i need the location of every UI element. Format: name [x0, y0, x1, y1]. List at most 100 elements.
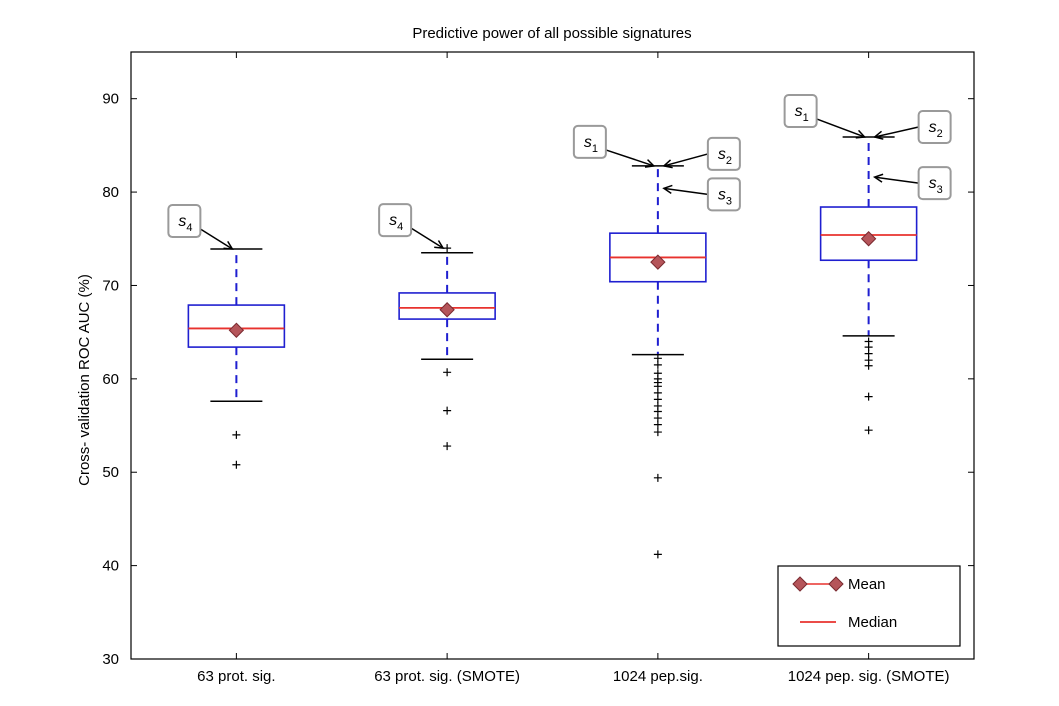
- annotation-box: [783, 93, 818, 128]
- y-tick-label: 30: [102, 651, 119, 668]
- outlier-point: [232, 430, 241, 439]
- legend-mean-marker: [828, 576, 844, 592]
- annotation: s2: [872, 109, 952, 144]
- outlier-point: [864, 392, 873, 401]
- annotation-arrow: [874, 176, 919, 184]
- box-plots: [187, 136, 918, 559]
- x-tick-label: 63 prot. sig. (SMOTE): [374, 668, 520, 685]
- y-axis-label: Cross- validation ROC AUC (%): [76, 274, 93, 486]
- chart-title: Predictive power of all possible signatu…: [412, 25, 691, 42]
- y-tick-label: 40: [102, 558, 119, 575]
- annotation-label: s2: [929, 119, 943, 140]
- annotation-label: s1: [795, 103, 809, 124]
- annotation-label-sub: 2: [937, 128, 943, 140]
- box-group: [187, 248, 286, 469]
- annotation-label-sub: 1: [803, 112, 809, 124]
- annotation-label-base: s: [718, 186, 726, 203]
- legend-mean-marker: [792, 576, 808, 592]
- annotation-arrow: [410, 227, 444, 249]
- outlier-point: [864, 426, 873, 435]
- y-tick-label: 50: [102, 464, 119, 481]
- annotation-arrow: [663, 187, 708, 196]
- annotation-label-base: s: [929, 175, 937, 192]
- annotation-label: s3: [929, 175, 943, 196]
- annotation-arrow: [663, 153, 709, 167]
- outlier-point: [653, 428, 662, 437]
- annotation-arrow: [874, 126, 919, 138]
- annotation-box: [706, 177, 741, 212]
- mean-marker: [228, 322, 245, 338]
- y-axis: 30 40 50 60 70 80 90: [102, 91, 974, 668]
- annotation-arrow: [199, 228, 233, 250]
- x-tick-label: 1024 pep.sig.: [613, 668, 703, 685]
- annotation-arrow: [816, 118, 865, 138]
- mean-marker: [650, 254, 666, 270]
- annotation-label-sub: 3: [726, 195, 732, 207]
- annotation-label-base: s: [718, 146, 726, 163]
- annotation: s1: [572, 124, 656, 168]
- box-group: [398, 244, 496, 451]
- annotation-box: [378, 203, 413, 238]
- annotation-arrow: [605, 149, 655, 167]
- annotation-label-sub: 2: [726, 155, 732, 167]
- annotation-arrowhead: [434, 240, 445, 249]
- annotation-arrowhead: [872, 130, 884, 140]
- x-tick-label: 1024 pep. sig. (SMOTE): [788, 668, 950, 685]
- outlier-point: [653, 550, 662, 559]
- annotation-arrowhead: [662, 159, 673, 169]
- outlier-point: [443, 442, 452, 451]
- annotation-label-base: s: [178, 213, 186, 230]
- annotation-box: [917, 166, 952, 201]
- annotation-label: s4: [178, 213, 192, 234]
- y-tick-label: 60: [102, 371, 119, 388]
- y-tick-label: 90: [102, 91, 119, 108]
- annotation-label-sub: 4: [397, 221, 403, 233]
- annotation: s4: [167, 204, 234, 250]
- annotation-arrowhead: [872, 173, 884, 183]
- annotation-arrowhead: [223, 241, 234, 250]
- legend-frame: [777, 565, 961, 647]
- outlier-point: [653, 360, 662, 369]
- box-group: [819, 136, 918, 435]
- annotation-label-sub: 1: [592, 143, 598, 155]
- annotation-label-base: s: [584, 134, 592, 151]
- annotation: s4: [378, 203, 445, 249]
- annotation-label-base: s: [795, 103, 803, 120]
- annotation: s3: [872, 166, 952, 201]
- outlier-point: [443, 368, 452, 377]
- annotation-label: s1: [584, 134, 598, 155]
- annotation-arrowhead: [644, 159, 656, 168]
- plot-area: [130, 51, 975, 660]
- y-tick-label: 70: [102, 277, 119, 294]
- annotation: s3: [662, 177, 741, 212]
- x-tick-label: 63 prot. sig.: [197, 668, 275, 685]
- annotation-label-sub: 3: [937, 184, 943, 196]
- outlier-point: [653, 473, 662, 482]
- annotation-box: [706, 136, 741, 171]
- annotation-arrowhead: [855, 129, 867, 139]
- box-group: [609, 165, 707, 559]
- x-axis: 63 prot. sig. 63 prot. sig. (SMOTE) 1024 p…: [197, 52, 949, 685]
- annotation-box: [167, 204, 202, 239]
- outlier-point: [653, 420, 662, 429]
- annotation-box: [917, 109, 952, 144]
- annotation-label: s4: [389, 212, 403, 233]
- legend-entry-label: Median: [848, 614, 897, 631]
- annotation: s2: [662, 136, 741, 171]
- mean-marker: [860, 231, 877, 247]
- y-tick-label: 80: [102, 184, 119, 201]
- annotation-label-sub: 4: [186, 222, 192, 234]
- annotation: s1: [783, 93, 867, 139]
- legend-entry-label: Mean: [848, 576, 886, 593]
- outlier-point: [864, 361, 873, 370]
- annotation-arrowhead: [662, 184, 673, 195]
- annotation-label: s3: [718, 186, 732, 207]
- outlier-point: [232, 460, 241, 469]
- legend: Mean Median: [777, 565, 961, 647]
- outlier-point: [443, 244, 452, 253]
- mean-marker: [439, 302, 455, 318]
- annotation-box: [572, 124, 607, 159]
- annotation-label-base: s: [929, 119, 937, 136]
- annotation-label: s2: [718, 146, 732, 167]
